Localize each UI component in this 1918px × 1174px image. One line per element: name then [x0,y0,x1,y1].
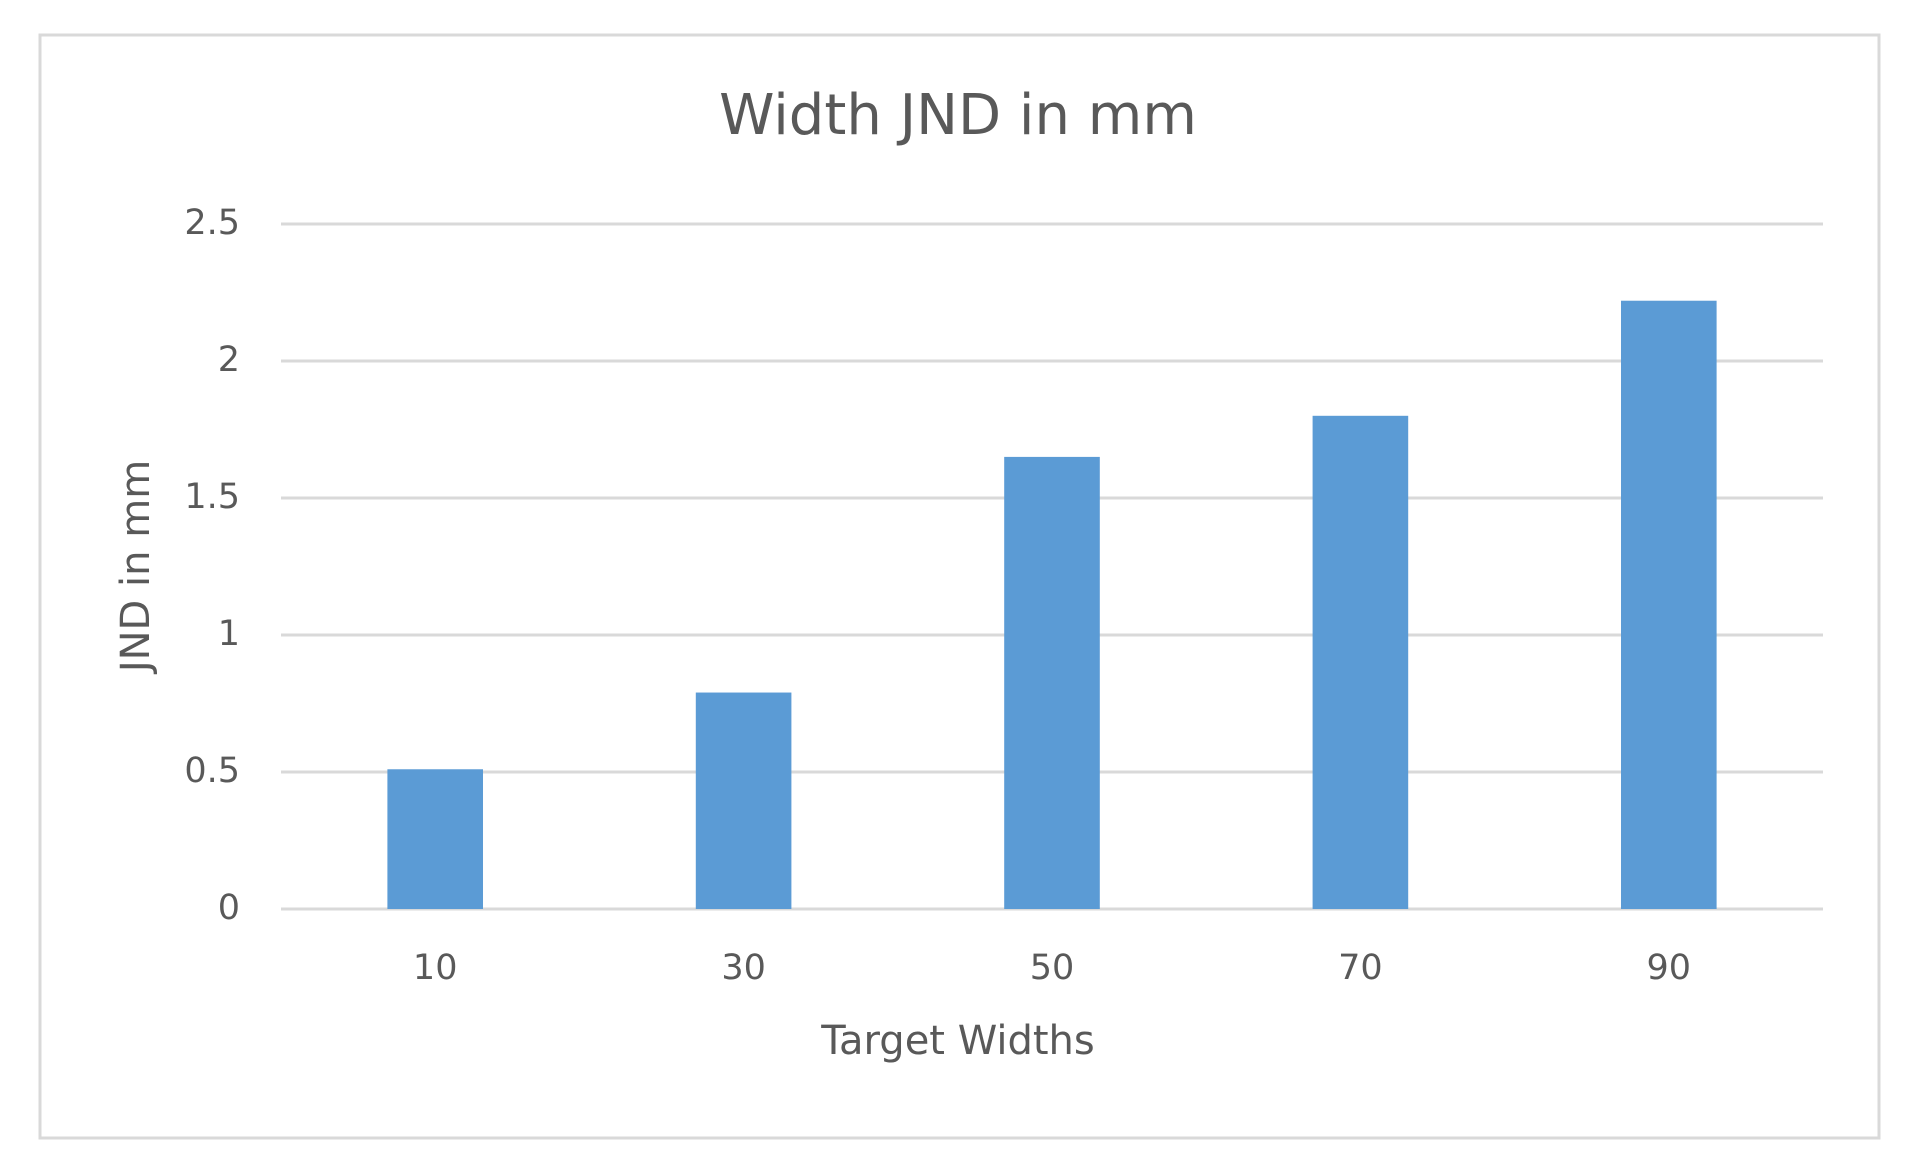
x-tick-label: 90 [1647,948,1692,988]
x-axis-title: Target Widths [820,1018,1095,1064]
y-tick-label: 2.5 [184,203,240,243]
bar [1312,415,1409,909]
bar [1620,300,1717,910]
y-axis-title: JND in mm [113,460,159,675]
y-tick-label: 1.5 [184,477,240,517]
y-tick-label: 1 [218,614,240,654]
bar [1004,456,1100,909]
bar [695,692,792,909]
y-tick-label: 0 [218,888,240,928]
bar [387,769,484,909]
x-tick-label: 10 [413,948,458,988]
y-tick-label: 2 [218,340,240,380]
chart-title: Width JND in mm [719,83,1197,148]
x-tick-label: 70 [1338,948,1383,988]
y-tick-label: 0.5 [184,751,240,791]
chart-border [38,33,1881,1140]
x-tick-label: 30 [721,948,766,988]
x-tick-label: 50 [1030,948,1075,988]
